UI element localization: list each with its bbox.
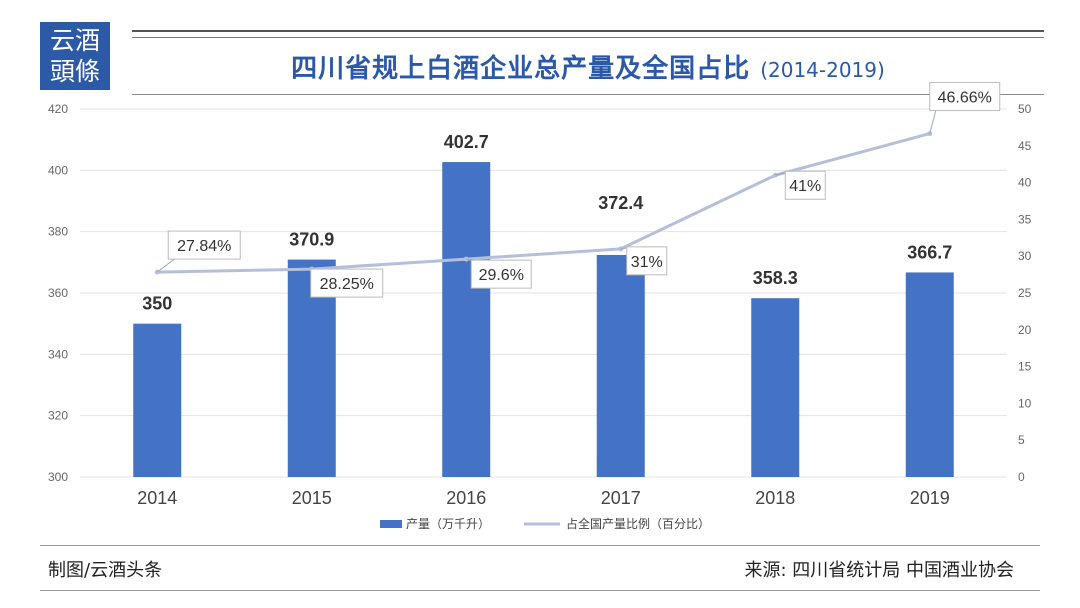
y-left-tick-label: 300 xyxy=(48,470,68,484)
bar-value-label: 350 xyxy=(142,294,172,314)
line-value-label: 28.25% xyxy=(320,276,374,293)
source-text: 来源: 四川省统计局 中国酒业协会 xyxy=(744,560,1014,581)
bar xyxy=(751,298,800,477)
y-right-tick-label: 5 xyxy=(1018,433,1025,447)
bar-value-label: 372.4 xyxy=(598,193,643,213)
bar xyxy=(133,323,182,477)
y-left-tick-label: 420 xyxy=(48,102,68,116)
bar xyxy=(442,162,491,477)
y-left-tick-label: 340 xyxy=(48,347,68,361)
logo-line-1: 云酒 xyxy=(49,26,100,55)
header-rule-top xyxy=(132,30,1044,32)
y-right-tick-label: 15 xyxy=(1018,360,1032,374)
y-left-tick-label: 400 xyxy=(48,163,68,177)
logo-line-2: 頭條 xyxy=(49,57,100,86)
callout-box xyxy=(470,259,532,289)
line-value-label: 27.84% xyxy=(177,238,231,255)
legend-line-label: 占全国产量比例（百分比） xyxy=(566,516,710,531)
x-tick-label: 2015 xyxy=(292,488,332,508)
y-right-tick-label: 40 xyxy=(1018,176,1032,190)
callout-box xyxy=(929,82,1001,112)
bar xyxy=(596,254,645,477)
bar xyxy=(905,272,954,477)
line-series xyxy=(157,132,931,274)
callout-leader xyxy=(929,110,937,134)
line-value-label: 41% xyxy=(789,178,821,195)
y-right-tick-label: 50 xyxy=(1018,102,1032,116)
line-value-label: 29.6% xyxy=(479,267,524,284)
bar-value-label: 366.7 xyxy=(907,242,952,262)
title-row: 四川省规上白酒企业总产量及全国占比 (2014-2019) xyxy=(132,48,1044,88)
x-tick-label: 2016 xyxy=(446,488,486,508)
y-left-tick-label: 380 xyxy=(48,225,68,239)
y-right-tick-label: 30 xyxy=(1018,249,1032,263)
line-value-label: 31% xyxy=(631,254,663,271)
logo: 云酒 頭條 xyxy=(40,22,110,90)
header-rule-bottom xyxy=(132,94,1044,95)
callout-leader xyxy=(156,258,175,273)
callout-box xyxy=(167,230,241,260)
bar-value-label: 358.3 xyxy=(753,268,798,288)
footer-rule-top xyxy=(40,545,1040,546)
y-left-tick-label: 320 xyxy=(48,409,68,423)
y-right-tick-label: 45 xyxy=(1018,139,1032,153)
chart-title: 四川省规上白酒企业总产量及全国占比 xyxy=(291,54,751,84)
y-right-tick-label: 0 xyxy=(1018,470,1025,484)
x-tick-label: 2019 xyxy=(910,488,950,508)
y-left-tick-label: 360 xyxy=(48,286,68,300)
y-right-tick-label: 20 xyxy=(1018,323,1032,337)
bar-value-label: 370.9 xyxy=(289,230,334,250)
x-tick-label: 2014 xyxy=(137,488,177,508)
y-right-tick-label: 25 xyxy=(1018,286,1032,300)
y-right-tick-label: 10 xyxy=(1018,396,1032,410)
legend-bar-label: 产量（万千升） xyxy=(406,517,490,531)
footer-rule-bottom xyxy=(40,590,1040,591)
x-tick-label: 2017 xyxy=(601,488,641,508)
header-rule-second xyxy=(132,37,1044,38)
chart-subtitle: (2014-2019) xyxy=(760,58,885,82)
y-right-tick-label: 35 xyxy=(1018,212,1032,226)
credit-text: 制图/云酒头条 xyxy=(48,560,163,581)
callout-box xyxy=(784,170,826,200)
bar-value-label: 402.7 xyxy=(444,132,489,152)
callout-box xyxy=(626,246,668,276)
callout-box xyxy=(310,268,384,298)
combo-chart: 300 320 340 360 380 400 420 0 5 10 15 20 25 30 35 40 45 5… xyxy=(48,82,1032,531)
legend-bar-swatch xyxy=(380,520,402,528)
x-tick-label: 2018 xyxy=(755,488,795,508)
line-value-label: 46.66% xyxy=(938,90,992,107)
